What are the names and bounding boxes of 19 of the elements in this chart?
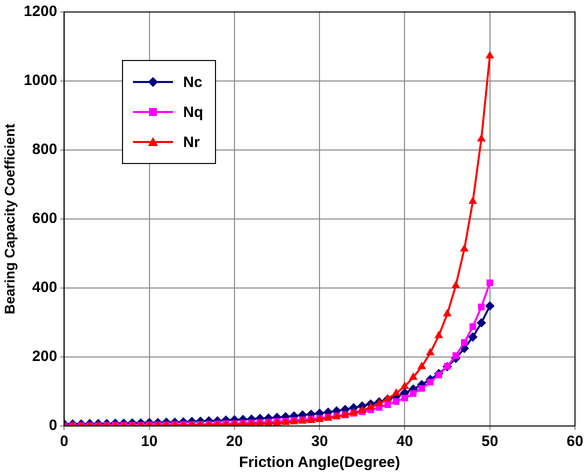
legend-label: Nc xyxy=(183,74,202,90)
x-tick-label: 0 xyxy=(60,433,68,450)
y-tick-label: 400 xyxy=(32,279,58,296)
x-tick-label: 20 xyxy=(226,433,243,450)
y-tick-label: 1000 xyxy=(24,72,58,90)
x-tick-label: 60 xyxy=(566,433,584,450)
y-tick-label: 200 xyxy=(32,348,58,366)
y-tick-label: 600 xyxy=(32,210,58,228)
legend-label: Nq xyxy=(183,104,204,120)
y-tick-label: 800 xyxy=(32,141,58,158)
x-axis-title: Friction Angle(Degree) xyxy=(239,454,400,472)
x-tick-label: 30 xyxy=(311,433,328,450)
y-axis-title: Bearing Capacity Coefficient xyxy=(1,123,18,314)
x-tick-label: 10 xyxy=(140,433,158,450)
legend-label: Nr xyxy=(183,134,200,150)
y-tick-label: 1200 xyxy=(24,3,58,20)
x-tick-label: 50 xyxy=(482,433,498,450)
y-tick-label: 0 xyxy=(48,417,58,434)
x-tick-label: 40 xyxy=(396,433,414,450)
